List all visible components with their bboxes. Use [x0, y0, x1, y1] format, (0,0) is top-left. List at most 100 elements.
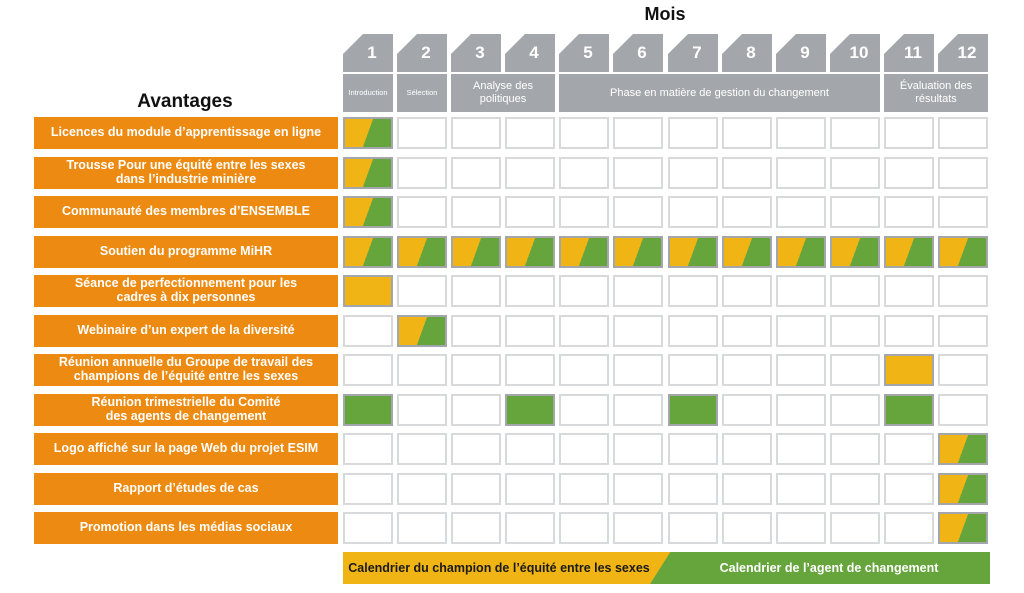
- schedule-cell-empty: [451, 512, 501, 544]
- schedule-cell-empty: [559, 473, 609, 505]
- schedule-cell-empty: [451, 394, 501, 426]
- schedule-cell-champion: [343, 275, 393, 307]
- mois-title: Mois: [644, 4, 686, 24]
- schedule-cell-both: [397, 236, 447, 268]
- schedule-cell-empty: [830, 196, 880, 228]
- schedule-cell-empty: [613, 433, 663, 465]
- schedule-cell-both: [938, 512, 988, 544]
- schedule-cell-empty: [668, 354, 718, 386]
- schedule-cell-both: [830, 236, 880, 268]
- legend-champion: Calendrier du champion de l’équité entre…: [343, 552, 673, 584]
- schedule-cell-both: [938, 433, 988, 465]
- schedule-cell-empty: [397, 275, 447, 307]
- schedule-cell-both: [343, 236, 393, 268]
- schedule-cell-empty: [884, 196, 934, 228]
- month-tab-7: 7: [668, 34, 718, 72]
- schedule-cell-empty: [613, 394, 663, 426]
- schedule-cell-empty: [884, 512, 934, 544]
- schedule-cell-agent: [505, 394, 555, 426]
- schedule-cell-empty: [559, 275, 609, 307]
- schedule-cell-empty: [559, 117, 609, 149]
- schedule-cell-empty: [668, 473, 718, 505]
- phase-label: Sélection: [397, 74, 447, 112]
- schedule-cell-empty: [505, 196, 555, 228]
- schedule-cell-both: [884, 236, 934, 268]
- schedule-cell-empty: [559, 394, 609, 426]
- schedule-cell-both: [722, 236, 772, 268]
- schedule-cell-empty: [451, 433, 501, 465]
- schedule-cell-empty: [938, 394, 988, 426]
- schedule-cell-empty: [613, 117, 663, 149]
- schedule-cell-empty: [776, 512, 826, 544]
- schedule-cell-agent: [343, 394, 393, 426]
- schedule-cell-empty: [343, 433, 393, 465]
- schedule-cell-empty: [451, 196, 501, 228]
- avantages-title: Avantages: [137, 91, 233, 112]
- schedule-cell-empty: [938, 157, 988, 189]
- schedule-cell-empty: [776, 117, 826, 149]
- schedule-cell-empty: [343, 512, 393, 544]
- schedule-cell-empty: [613, 473, 663, 505]
- schedule-cell-empty: [451, 315, 501, 347]
- schedule-cell-empty: [668, 315, 718, 347]
- benefit-label: Réunion trimestrielle du Comité des agen…: [34, 394, 338, 426]
- schedule-cell-empty: [668, 433, 718, 465]
- schedule-cell-empty: [343, 315, 393, 347]
- schedule-cell-empty: [938, 275, 988, 307]
- schedule-cell-empty: [613, 512, 663, 544]
- schedule-cell-both: [938, 236, 988, 268]
- schedule-cell-empty: [830, 275, 880, 307]
- schedule-cell-empty: [884, 157, 934, 189]
- schedule-cell-empty: [343, 354, 393, 386]
- schedule-cell-empty: [397, 354, 447, 386]
- schedule-cell-empty: [397, 157, 447, 189]
- phase-label: Introduction: [343, 74, 393, 112]
- schedule-cell-empty: [722, 117, 772, 149]
- schedule-cell-empty: [722, 512, 772, 544]
- legend-agent: Calendrier de l’agent de changement: [650, 552, 990, 584]
- schedule-cell-empty: [397, 117, 447, 149]
- schedule-cell-empty: [343, 473, 393, 505]
- schedule-cell-both: [776, 236, 826, 268]
- schedule-cell-empty: [938, 315, 988, 347]
- schedule-cell-empty: [884, 433, 934, 465]
- schedule-cell-empty: [451, 354, 501, 386]
- schedule-cell-empty: [830, 315, 880, 347]
- schedule-cell-empty: [505, 512, 555, 544]
- schedule-cell-empty: [884, 275, 934, 307]
- schedule-cell-both: [938, 473, 988, 505]
- benefit-label: Logo affiché sur la page Web du projet E…: [34, 433, 338, 465]
- schedule-cell-empty: [830, 354, 880, 386]
- schedule-cell-empty: [505, 157, 555, 189]
- schedule-cell-empty: [884, 117, 934, 149]
- month-tab-11: 11: [884, 34, 934, 72]
- schedule-cell-empty: [830, 394, 880, 426]
- schedule-cell-empty: [668, 275, 718, 307]
- benefit-label: Licences du module d’apprentissage en li…: [34, 117, 338, 149]
- schedule-cell-empty: [722, 275, 772, 307]
- schedule-cell-empty: [830, 157, 880, 189]
- schedule-cell-empty: [884, 315, 934, 347]
- month-tab-2: 2: [397, 34, 447, 72]
- month-tab-6: 6: [613, 34, 663, 72]
- schedule-cell-both: [397, 315, 447, 347]
- month-tab-8: 8: [722, 34, 772, 72]
- phase-label: Analyse des politiques: [451, 74, 555, 112]
- schedule-cell-empty: [668, 157, 718, 189]
- schedule-cell-empty: [505, 354, 555, 386]
- schedule-cell-empty: [722, 354, 772, 386]
- schedule-cell-empty: [451, 275, 501, 307]
- schedule-cell-empty: [559, 354, 609, 386]
- schedule-cell-empty: [722, 473, 772, 505]
- month-tab-9: 9: [776, 34, 826, 72]
- schedule-cell-empty: [613, 275, 663, 307]
- schedule-cell-empty: [505, 473, 555, 505]
- schedule-cell-empty: [559, 512, 609, 544]
- schedule-cell-empty: [776, 157, 826, 189]
- schedule-cell-empty: [505, 433, 555, 465]
- schedule-cell-champion: [884, 354, 934, 386]
- schedule-cell-empty: [613, 315, 663, 347]
- schedule-cell-empty: [668, 196, 718, 228]
- schedule-cell-empty: [722, 196, 772, 228]
- schedule-cell-empty: [830, 512, 880, 544]
